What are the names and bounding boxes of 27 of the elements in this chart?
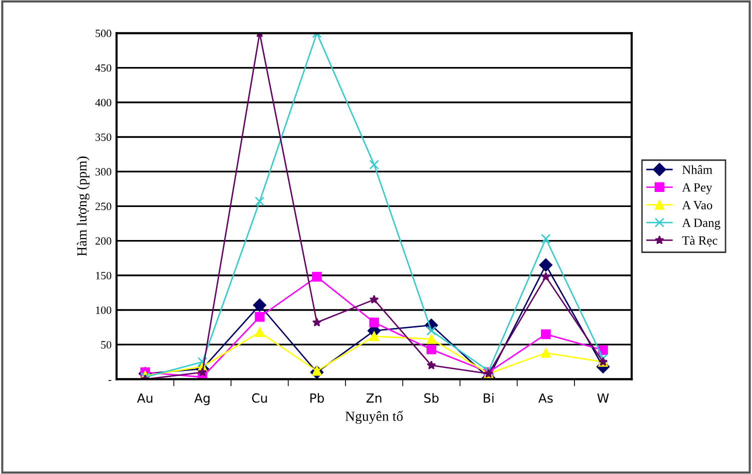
x-tick-label: W [597, 393, 609, 403]
y-tick-label: 500 [96, 30, 112, 38]
x-tick-label: Sb [424, 393, 439, 403]
x-tick-label: Bi [484, 393, 494, 403]
y-tick-label: 50 [101, 341, 112, 349]
x-tick-label: Ag [194, 393, 210, 406]
x-tick-label: Zn [366, 393, 382, 403]
y-tick-label: 400 [95, 98, 112, 106]
x-tick-label: As [538, 393, 553, 403]
legend-label: Nhâm [682, 165, 712, 174]
x-tick-label: Au [137, 393, 152, 403]
x-tick-label: Cu [252, 393, 267, 403]
x-axis-title: Nguyên tố [345, 410, 404, 424]
y-tick-label: 350 [96, 133, 112, 141]
legend-label: A Pey [682, 183, 712, 194]
y-tick-label: 300 [96, 168, 112, 176]
y-tick-label: 450 [95, 64, 112, 72]
y-tick-label: 250 [96, 202, 112, 210]
legend-label: A Vao [682, 200, 712, 210]
y-tick-label: 150 [96, 272, 112, 280]
y-tick-label: - [108, 380, 112, 381]
y-tick-label: 100 [96, 306, 112, 314]
x-tick-label: Pb [310, 393, 324, 403]
legend-label: A Dang [682, 218, 720, 230]
y-tick-label: 200 [96, 237, 112, 245]
y-axis-title: Hàm lượng (ppm) [76, 156, 90, 256]
legend-label: Tà Rẹc [682, 236, 718, 247]
